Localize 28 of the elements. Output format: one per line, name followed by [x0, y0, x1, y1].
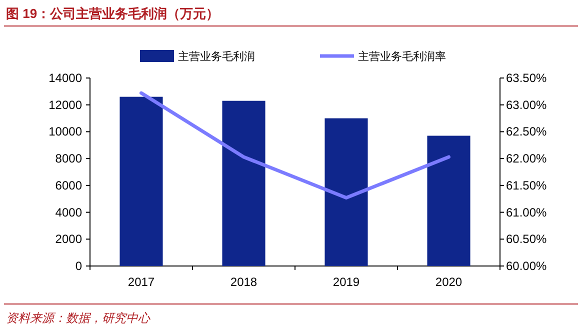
y2-tick-label: 62.50% — [506, 124, 548, 139]
x-tick-label: 2017 — [128, 275, 155, 289]
y-tick-label: 8000 — [55, 152, 82, 166]
x-tick-label: 2018 — [230, 275, 258, 289]
y2-tick-label: 60.00% — [506, 259, 548, 273]
bar — [427, 136, 470, 266]
y-tick-label: 12000 — [48, 98, 82, 112]
y2-tick-label: 61.50% — [506, 178, 548, 192]
y2-tick-label: 61.00% — [506, 205, 548, 220]
bar — [222, 100, 266, 266]
y-tick-label: 14000 — [48, 71, 82, 85]
y2-tick-label: 62.00% — [506, 152, 548, 166]
y-tick-label: 0 — [75, 259, 82, 273]
legend-label: 主营业务毛利润率 — [358, 50, 446, 63]
y-tick-label: 10000 — [48, 124, 82, 139]
y2-tick-label: 63.00% — [506, 98, 548, 112]
y-tick-label: 2000 — [55, 232, 82, 246]
x-tick-label: 2020 — [435, 275, 462, 289]
legend-label: 主营业务毛利润 — [178, 50, 255, 63]
text: 资料来源：数据，研究中心 — [6, 311, 151, 325]
y-tick-label: 6000 — [55, 178, 82, 192]
y-tick-label: 4000 — [55, 205, 82, 220]
y2-tick-label: 60.50% — [506, 232, 548, 246]
bar — [324, 118, 368, 266]
x-tick-label: 2019 — [332, 275, 360, 289]
bar — [120, 96, 163, 266]
y2-tick-label: 63.50% — [506, 71, 548, 85]
chart-title: 图 19：公司主营业务毛利润（万元） — [6, 6, 220, 21]
